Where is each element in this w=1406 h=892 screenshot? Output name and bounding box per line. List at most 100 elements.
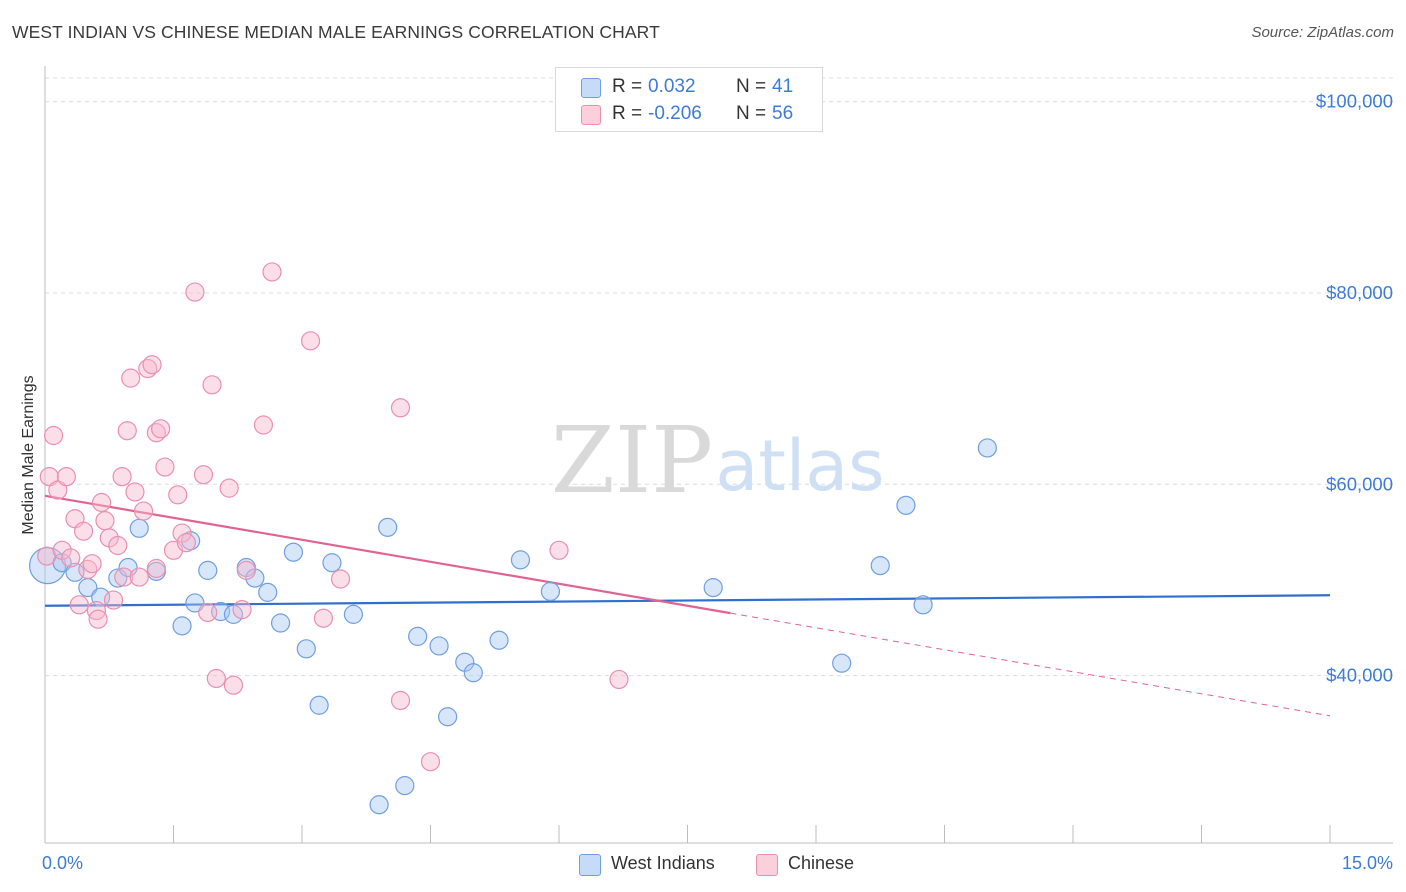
west-indians-point: [510, 550, 531, 570]
data-points: [28, 262, 997, 815]
chinese-point: [39, 467, 59, 487]
source-credit: Source: ZipAtlas.com: [1251, 24, 1394, 41]
x-tick-label: 0.0%: [42, 853, 83, 873]
west-indians-point: [977, 438, 997, 458]
west-indians-point: [283, 542, 304, 562]
chinese-trend-line-extension: [730, 612, 1331, 717]
west-indians-point: [395, 776, 415, 796]
chinese-point: [390, 690, 411, 711]
chinese-point: [151, 419, 171, 439]
chinese-point: [73, 521, 94, 541]
chinese-point: [262, 262, 282, 282]
chinese-point: [142, 355, 162, 375]
chinese-point: [198, 602, 218, 623]
chinese-point: [112, 467, 132, 487]
chinese-point: [420, 752, 441, 772]
chinese-point: [232, 600, 252, 620]
west-indians-trend-line: [44, 594, 1331, 607]
west-indians-point: [118, 557, 138, 578]
chinese-point: [95, 511, 115, 531]
chinese-point: [549, 540, 569, 560]
west-indians-point: [438, 707, 458, 727]
n-label: N =: [736, 76, 767, 97]
west-indians-point: [309, 695, 329, 715]
west-indians-point: [703, 578, 723, 598]
n-value: 41: [772, 76, 794, 97]
west-indians-point: [108, 568, 128, 588]
chinese-point: [206, 668, 226, 689]
chinese-point: [390, 398, 411, 418]
chinese-point: [253, 415, 274, 435]
watermark-zip: ZIP: [551, 407, 713, 514]
west-indians-point: [896, 495, 916, 515]
tick-labels: $40,000 $60,000 $80,000 $100,000 0.0% 15.0%: [42, 91, 1393, 873]
chinese-point: [125, 482, 145, 502]
x-tick-label: 15.0%: [1342, 853, 1393, 873]
series-legend: West Indians Chinese: [0, 852, 1406, 878]
y-tick-label: $100,000: [1316, 91, 1393, 112]
chinese-point: [82, 554, 102, 574]
west-indians-point: [429, 636, 449, 656]
west-indians-point: [258, 582, 278, 602]
west-indians-point: [270, 613, 291, 633]
watermark-atlas: atlas: [715, 425, 884, 507]
n-value: 56: [772, 103, 794, 124]
chinese-point: [172, 523, 192, 543]
y-tick-label: $60,000: [1326, 473, 1393, 494]
chinese-point: [202, 375, 222, 395]
chinese-point: [155, 457, 175, 477]
chinese-point: [313, 608, 334, 628]
correlation-legend: R = 0.032 N = 41 R = -0.206 N = 56: [555, 67, 823, 132]
west-indians-legend-swatch: [579, 854, 601, 876]
chinese-point: [193, 465, 214, 485]
r-value: -0.206: [648, 103, 702, 124]
west-indians-point: [489, 630, 509, 650]
west-indians-point: [913, 595, 933, 615]
chinese-point: [219, 478, 239, 498]
west-indians-point: [540, 581, 561, 602]
chart-title: WEST INDIAN VS CHINESE MEDIAN MALE EARNI…: [12, 22, 660, 42]
chinese-point: [56, 467, 77, 487]
legend-row-west-indians: R = 0.032 N = 41: [556, 74, 793, 100]
chinese-point: [108, 535, 128, 556]
west-indians-point: [870, 556, 890, 576]
west-indians-point: [463, 663, 483, 683]
chinese-point: [114, 567, 134, 587]
chinese-point: [129, 567, 149, 587]
west-indians-point: [378, 517, 398, 537]
legend-label: West Indians: [611, 853, 715, 873]
chinese-point: [223, 675, 244, 695]
chinese-point: [117, 421, 137, 441]
chinese-point: [168, 485, 188, 505]
chinese-trend-line: [44, 494, 731, 615]
r-value: 0.032: [648, 76, 696, 97]
y-axis-label: Median Male Earnings: [20, 375, 37, 534]
chinese-point: [88, 609, 108, 629]
chinese-point: [146, 558, 166, 579]
chinese-point: [176, 533, 196, 553]
west-indians-point: [185, 593, 205, 613]
west-indians-point: [172, 616, 192, 636]
chinese-point: [133, 501, 154, 521]
legend-label: Chinese: [788, 853, 855, 873]
legend-row-chinese: R = -0.206 N = 56: [556, 101, 793, 127]
chinese-swatch: [581, 105, 601, 125]
chinese-point: [61, 548, 81, 568]
axes: [44, 66, 1393, 844]
chinese-point: [609, 669, 629, 690]
chinese-point: [103, 590, 124, 610]
west-indians-point: [832, 653, 852, 673]
chinese-point: [185, 282, 205, 302]
chinese-legend-swatch: [756, 854, 778, 876]
chinese-point: [69, 595, 89, 615]
west-indians-point: [198, 560, 218, 580]
west-indians-point: [369, 795, 389, 815]
chinese-point: [236, 560, 256, 580]
west-indians-point: [129, 518, 149, 538]
r-label: R =: [612, 103, 643, 124]
r-label: R =: [612, 76, 643, 97]
y-tick-label: $40,000: [1326, 665, 1393, 686]
chinese-point: [43, 425, 64, 446]
chinese-point: [48, 480, 68, 500]
